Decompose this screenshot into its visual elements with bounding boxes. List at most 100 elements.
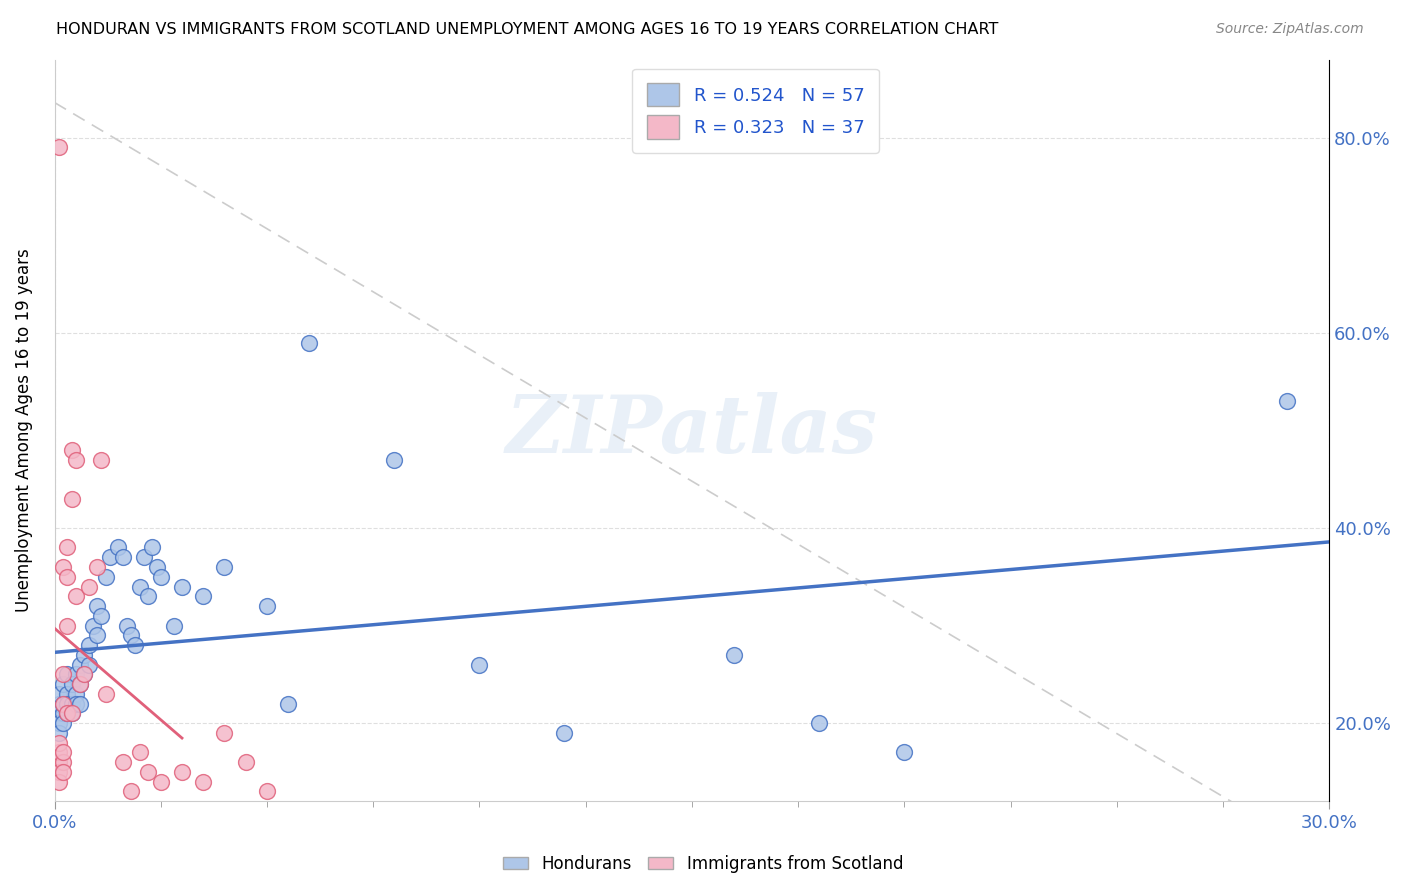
Point [65, 667, 87, 681]
Point [86, 560, 108, 574]
Point [69, 677, 91, 691]
Point [141, 541, 163, 555]
Point [111, 550, 134, 565]
Point [128, 746, 150, 760]
Legend: Hondurans, Immigrants from Scotland: Hondurans, Immigrants from Scotland [496, 848, 910, 880]
Point [56, 706, 79, 721]
Point [98, 550, 121, 565]
Point [56, 687, 79, 701]
Point [298, 335, 321, 350]
Point [65, 697, 87, 711]
Point [77, 657, 100, 672]
Point [69, 657, 91, 672]
Point [52, 746, 75, 760]
Point [90, 452, 112, 467]
Point [235, 755, 257, 769]
Point [60, 706, 83, 721]
Point [149, 774, 172, 789]
Point [214, 560, 236, 574]
Point [60, 442, 83, 457]
Point [384, 452, 406, 467]
Point [48, 687, 70, 701]
Point [48, 764, 70, 779]
Point [136, 589, 159, 603]
Point [553, 726, 575, 740]
Point [56, 697, 79, 711]
Point [214, 726, 236, 740]
Point [86, 628, 108, 642]
Point [52, 677, 75, 691]
Point [48, 755, 70, 769]
Point [65, 687, 87, 701]
Point [73, 667, 96, 681]
Point [52, 560, 75, 574]
Point [52, 764, 75, 779]
Point [52, 667, 75, 681]
Point [77, 638, 100, 652]
Point [56, 541, 79, 555]
Point [94, 570, 117, 584]
Point [723, 648, 745, 662]
Point [170, 764, 193, 779]
Text: Source: ZipAtlas.com: Source: ZipAtlas.com [1216, 22, 1364, 37]
Point [52, 706, 75, 721]
Point [149, 570, 172, 584]
Point [120, 784, 142, 798]
Point [90, 608, 112, 623]
Legend: R = 0.524   N = 57, R = 0.323   N = 37: R = 0.524 N = 57, R = 0.323 N = 37 [633, 69, 879, 153]
Point [48, 736, 70, 750]
Point [48, 140, 70, 154]
Point [124, 638, 146, 652]
Point [111, 755, 134, 769]
Point [193, 589, 215, 603]
Point [77, 580, 100, 594]
Point [65, 589, 87, 603]
Point [193, 774, 215, 789]
Point [115, 618, 138, 632]
Point [52, 755, 75, 769]
Point [468, 657, 491, 672]
Point [52, 697, 75, 711]
Point [86, 599, 108, 613]
Point [48, 746, 70, 760]
Point [69, 697, 91, 711]
Point [162, 618, 184, 632]
Point [60, 677, 83, 691]
Point [256, 599, 278, 613]
Point [60, 706, 83, 721]
Point [120, 628, 142, 642]
Point [69, 677, 91, 691]
Point [48, 716, 70, 731]
Point [56, 706, 79, 721]
Point [94, 687, 117, 701]
Point [136, 764, 159, 779]
Point [56, 570, 79, 584]
Point [52, 697, 75, 711]
Point [60, 697, 83, 711]
Point [52, 716, 75, 731]
Point [73, 648, 96, 662]
Point [56, 618, 79, 632]
Point [56, 667, 79, 681]
Point [256, 784, 278, 798]
Point [808, 716, 831, 731]
Point [893, 746, 915, 760]
Point [145, 560, 167, 574]
Point [170, 580, 193, 594]
Point [128, 580, 150, 594]
Text: HONDURAN VS IMMIGRANTS FROM SCOTLAND UNEMPLOYMENT AMONG AGES 16 TO 19 YEARS CORR: HONDURAN VS IMMIGRANTS FROM SCOTLAND UNE… [56, 22, 998, 37]
Point [48, 774, 70, 789]
Point [65, 452, 87, 467]
Point [48, 706, 70, 721]
Point [73, 667, 96, 681]
Text: ZIPatlas: ZIPatlas [506, 392, 877, 469]
Point [82, 618, 104, 632]
Point [48, 697, 70, 711]
Point [60, 491, 83, 506]
Point [1275, 394, 1298, 409]
Point [107, 541, 129, 555]
Point [132, 550, 155, 565]
Point [48, 726, 70, 740]
Point [277, 697, 299, 711]
Y-axis label: Unemployment Among Ages 16 to 19 years: Unemployment Among Ages 16 to 19 years [15, 249, 32, 612]
